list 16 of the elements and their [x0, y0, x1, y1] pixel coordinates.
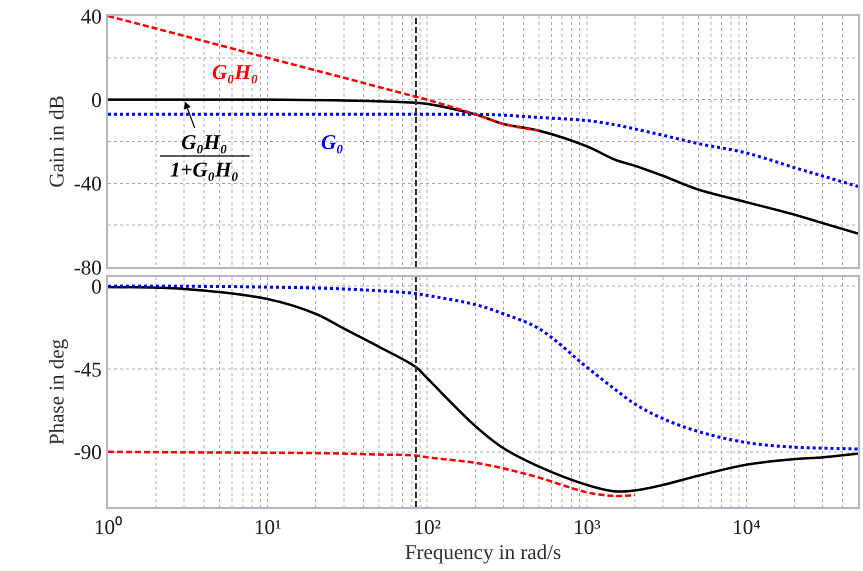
y-tick-label: -40 — [74, 172, 102, 196]
series-label: G₀ — [321, 130, 344, 154]
legend-label: G₀H₀ 1+G₀H₀ — [170, 130, 239, 182]
x-tick-label: 10⁴ — [732, 515, 761, 540]
y-tick-label: 0 — [91, 88, 102, 112]
y-tick-label: 40 — [80, 4, 102, 28]
x-tick-label: 10² — [414, 515, 441, 540]
y-axis-title: Gain in dB — [44, 95, 68, 188]
x-tick-label: 10³ — [573, 515, 600, 540]
y-tick-label: -45 — [74, 357, 102, 382]
y-axis-title: Phase in deg — [44, 338, 68, 446]
y-tick-label: -90 — [74, 440, 102, 464]
x-axis-title: Frequency in rad/s — [404, 540, 562, 564]
x-tick-label: 10¹ — [254, 515, 282, 540]
x-tick-label: 10⁰ — [94, 515, 122, 540]
series-label: G₀H₀ — [212, 60, 258, 84]
